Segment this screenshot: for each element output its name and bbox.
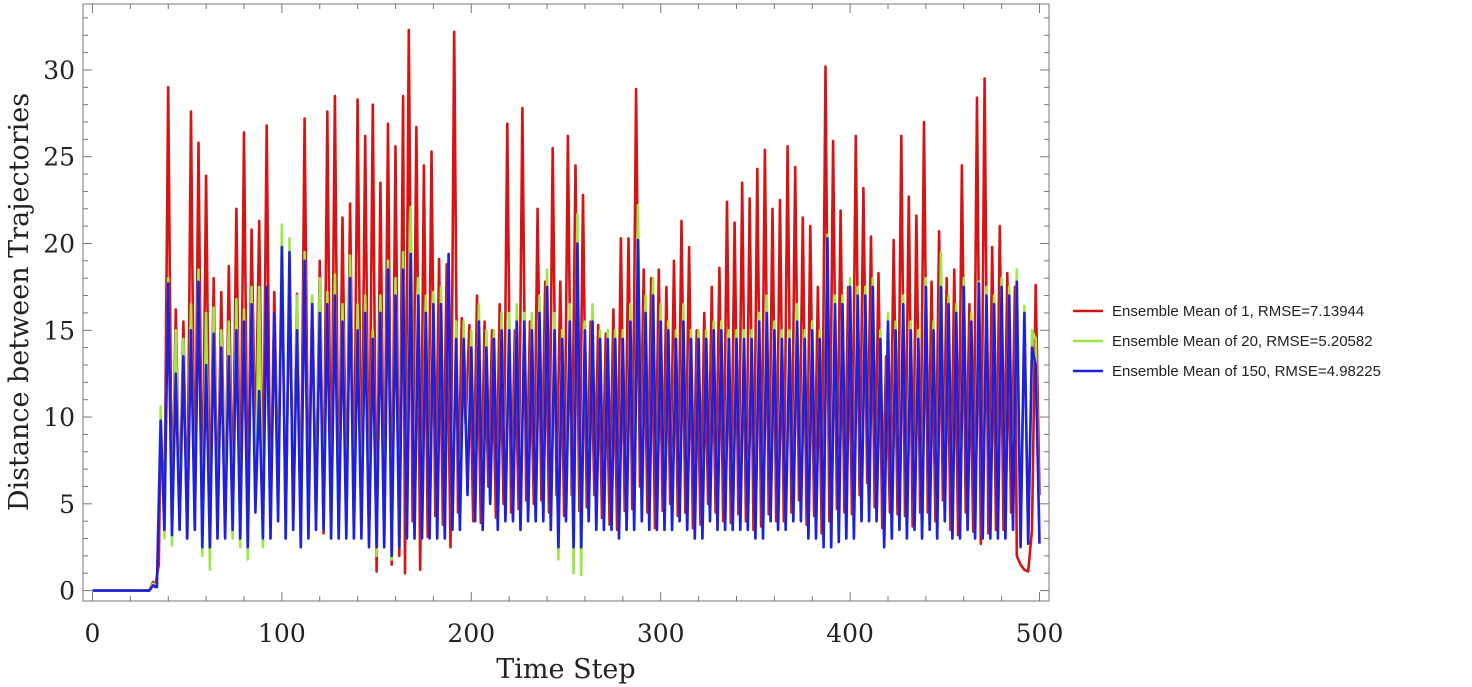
x-tick-label: 200 [447, 619, 495, 648]
y-tick-label: 25 [43, 143, 75, 172]
plot-frame [82, 3, 1050, 602]
x-tick-label: 100 [258, 619, 306, 648]
x-tick-label: 500 [1016, 619, 1064, 648]
x-tick-label: 300 [637, 619, 685, 648]
legend: Ensemble Mean of 1, RMSE=7.13944 Ensemble… [1073, 303, 1381, 380]
legend-label: Ensemble Mean of 150, RMSE=4.98225 [1112, 363, 1381, 380]
x-axis-label: Time Step [496, 654, 635, 685]
x-tick-label: 400 [826, 619, 874, 648]
series-layer [92, 28, 1041, 592]
legend-label: Ensemble Mean of 20, RMSE=5.20582 [1112, 333, 1373, 350]
y-tick-label: 20 [43, 229, 75, 258]
y-tick-label: 0 [59, 577, 75, 606]
legend-label: Ensemble Mean of 1, RMSE=7.13944 [1112, 303, 1364, 320]
axis-ticks: 0 100 200 300 400 500 0 5 10 15 20 25 30 [43, 4, 1063, 648]
y-tick-label: 15 [43, 316, 75, 345]
y-tick-label: 5 [59, 490, 75, 519]
x-tick-label: 0 [85, 619, 101, 648]
series-line-3 [92, 237, 1041, 592]
y-axis-label: Distance between Trajectories [4, 93, 35, 511]
y-tick-label: 10 [43, 403, 75, 432]
y-tick-label: 30 [43, 56, 75, 85]
